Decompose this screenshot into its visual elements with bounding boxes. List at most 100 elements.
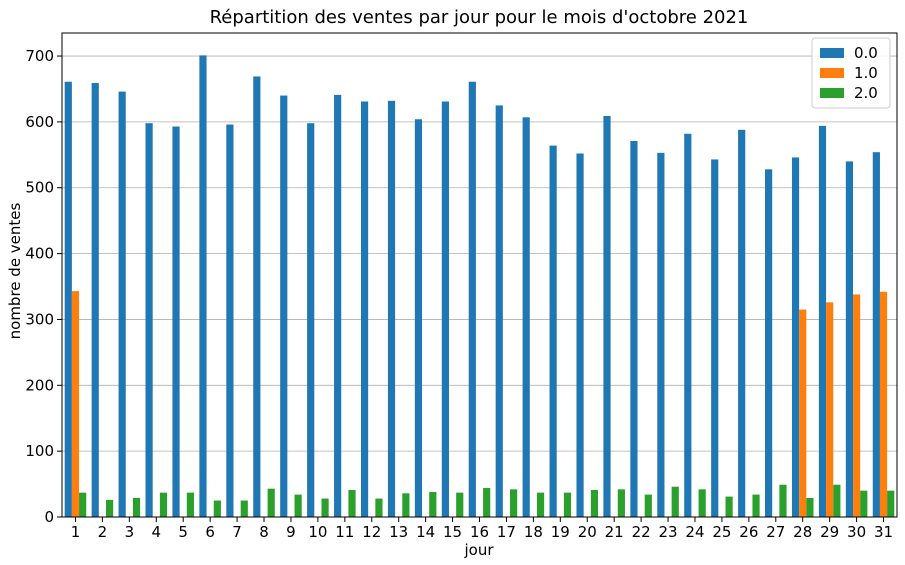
- x-tick-label: 22: [632, 523, 651, 541]
- x-tick-label: 23: [659, 523, 678, 541]
- bar-series-2-day-6: [213, 500, 221, 517]
- bar-series-2-day-1: [79, 492, 87, 517]
- bar-series-2-day-30: [860, 490, 868, 517]
- x-tick-label: 16: [470, 523, 489, 541]
- y-tick-label: 500: [25, 179, 54, 197]
- x-tick-label: 25: [712, 523, 731, 541]
- x-tick-label: 4: [152, 523, 162, 541]
- bar-series-2-day-3: [132, 497, 141, 517]
- legend-label: 1.0: [854, 64, 878, 82]
- y-tick-label: 100: [25, 442, 54, 460]
- x-tick-label: 6: [205, 523, 215, 541]
- bar-series-2-day-17: [510, 489, 518, 517]
- bar-series-2-day-23: [671, 486, 679, 517]
- bar-series-2-day-4: [159, 492, 168, 517]
- bar-series-2-day-5: [186, 492, 194, 517]
- bar-series-0-day-2: [91, 83, 99, 517]
- y-tick-labels: 0 100 200 300 400 500 600 700: [25, 47, 62, 526]
- bar-series-2-day-19: [563, 492, 572, 517]
- bar-series-2-day-24: [698, 489, 706, 517]
- bar-series-1-day-31: [879, 291, 888, 517]
- y-axis-label: nombre de ventes: [6, 202, 24, 339]
- bar-series-0-day-21: [603, 115, 611, 517]
- bar-series-0-day-20: [576, 153, 584, 518]
- legend-swatch: [820, 88, 844, 98]
- x-tick-label: 11: [335, 523, 354, 541]
- x-tick-label: 26: [739, 523, 758, 541]
- x-tick-label: 30: [847, 523, 866, 541]
- bar-series-0-day-5: [172, 126, 180, 518]
- bar-series-2-day-11: [348, 490, 356, 517]
- x-tick-label: 10: [308, 523, 327, 541]
- bar-series-0-day-29: [818, 125, 827, 518]
- bar-series-1-day-28: [799, 309, 807, 517]
- bar-series-0-day-31: [872, 152, 880, 517]
- y-tick-label: 700: [25, 47, 54, 65]
- x-tick-label: 24: [685, 523, 704, 541]
- x-tick-label: 1: [71, 523, 81, 541]
- bar-series-0-day-18: [522, 117, 530, 517]
- bar-series-0-day-10: [307, 123, 315, 517]
- bar-series-0-day-24: [684, 133, 692, 517]
- bar-series-0-day-13: [387, 100, 396, 517]
- y-tick-label: 300: [25, 310, 54, 328]
- bar-series-2-day-28: [806, 497, 814, 517]
- bar-series-2-day-2: [105, 499, 114, 517]
- bar-series-2-day-12: [375, 498, 383, 517]
- x-tick-label: 13: [389, 523, 408, 541]
- bar-series-2-day-9: [294, 494, 302, 517]
- bar-series-0-day-28: [791, 157, 800, 517]
- bar-series-2-day-18: [536, 492, 545, 517]
- x-tick-label: 17: [497, 523, 516, 541]
- bars: [64, 55, 895, 518]
- bar-series-0-day-6: [199, 55, 207, 518]
- y-tick-label: 400: [25, 245, 54, 263]
- y-tick-label: 200: [25, 376, 54, 394]
- bar-series-2-day-29: [833, 484, 841, 517]
- x-tick-label: 19: [551, 523, 570, 541]
- bar-series-0-day-27: [765, 169, 773, 517]
- bar-series-2-day-13: [402, 493, 410, 517]
- x-tick-labels: 1 2 3 4 5 6 7 8 9 10 11 12 13 14 15 16 17 18 19 20 21 22 23 24 2…: [71, 517, 893, 541]
- bar-series-2-day-31: [887, 490, 895, 517]
- x-tick-label: 12: [362, 523, 381, 541]
- legend-swatch: [820, 68, 844, 78]
- bar-series-0-day-3: [118, 91, 126, 517]
- legend-swatch: [820, 48, 844, 58]
- bar-series-2-day-14: [429, 491, 437, 517]
- legend-label: 0.0: [854, 44, 878, 62]
- bar-series-0-day-15: [441, 101, 449, 518]
- x-tick-label: 29: [820, 523, 839, 541]
- x-tick-label: 5: [178, 523, 188, 541]
- x-tick-label: 15: [443, 523, 462, 541]
- x-tick-label: 31: [874, 523, 893, 541]
- bar-series-2-day-25: [725, 496, 733, 517]
- x-tick-label: 21: [605, 523, 624, 541]
- bar-series-2-day-8: [267, 488, 275, 517]
- x-axis-label: jour: [463, 541, 494, 559]
- bar-series-0-day-30: [845, 161, 854, 518]
- bar-series-2-day-22: [644, 494, 652, 517]
- bar-series-0-day-25: [711, 159, 719, 517]
- bar-series-0-day-17: [495, 105, 503, 518]
- bar-series-0-day-1: [64, 81, 72, 517]
- bar-series-2-day-21: [617, 489, 625, 517]
- bar-series-2-day-27: [779, 484, 787, 517]
- bar-series-0-day-12: [360, 101, 369, 518]
- bar-series-0-day-4: [145, 123, 153, 517]
- legend: 0.0 1.0 2.0: [811, 37, 891, 109]
- y-tick-label: 600: [25, 113, 54, 131]
- bar-series-0-day-7: [226, 124, 234, 517]
- bar-series-0-day-16: [468, 81, 476, 517]
- x-tick-label: 8: [259, 523, 269, 541]
- bar-series-0-day-9: [280, 95, 288, 517]
- x-tick-label: 3: [125, 523, 135, 541]
- bar-series-2-day-26: [752, 494, 760, 517]
- x-tick-label: 14: [416, 523, 435, 541]
- x-tick-label: 9: [286, 523, 296, 541]
- x-tick-label: 28: [793, 523, 812, 541]
- bar-series-0-day-14: [414, 119, 423, 517]
- bar-series-0-day-19: [549, 145, 557, 518]
- chart-title: Répartition des ventes par jour pour le …: [210, 7, 749, 28]
